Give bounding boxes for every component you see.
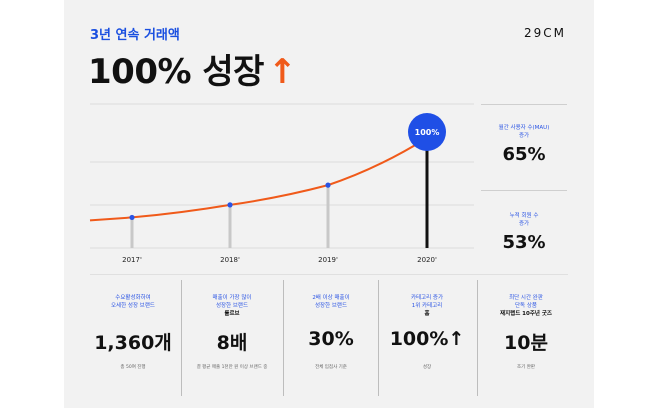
stat-value: 10분 — [504, 332, 548, 354]
stat-note: 전체 입점사 기준 — [315, 365, 347, 370]
data-point-0 — [129, 214, 135, 221]
x-tick-label: 2019' — [318, 256, 338, 264]
stat-label: 매출이 가장 많이 성장한 브랜드 룰르브 — [212, 295, 252, 317]
chart-points — [129, 182, 331, 221]
stat-note: 조기 완판 — [517, 365, 535, 370]
x-tick-label: 2017' — [122, 256, 142, 264]
page-title: 100% 성장 ↑ — [88, 44, 296, 93]
subtitle: 3년 연속 거래액 — [90, 28, 180, 43]
divider — [481, 190, 567, 191]
stat-label: 수요활성화하여 오세한 성장 브랜드 — [111, 295, 155, 309]
data-point-2 — [325, 182, 331, 188]
chart-poles — [130, 138, 429, 248]
divider — [283, 280, 284, 396]
stat-note: 총 50여 진행 — [120, 365, 146, 370]
stat-note: 성장 — [422, 365, 432, 370]
stat-value: 30% — [308, 328, 354, 350]
stat-label: 최단 시간 완판 단독 상품 재지랩드 10주년 굿즈 — [500, 295, 552, 317]
stat-value: 65% — [502, 144, 546, 165]
trend-line — [89, 137, 428, 222]
data-point-1 — [227, 202, 233, 208]
stat-value: 53% — [502, 232, 546, 253]
growth-chart: 2017' 2018' 2019' 2020' 100% — [89, 103, 474, 264]
brand-logo: 29CM — [523, 26, 566, 40]
divider — [481, 104, 567, 105]
infographic-card: 3년 연속 거래액 100% 성장 ↑ 29CM 2017' 2018' 2019' 2… — [64, 0, 594, 408]
up-arrow-icon: ↑ — [267, 52, 297, 92]
x-tick-label: 2018' — [220, 256, 240, 264]
chart-gridlines — [90, 103, 474, 249]
stat-value: 1,360개 — [94, 332, 172, 354]
side-stat-mau: 월간 사용자 수(MAU) 증가 65% — [481, 124, 567, 165]
stat-brands: 수요활성화하여 오세한 성장 브랜드 1,360개 총 50여 진행 — [92, 282, 174, 404]
divider — [181, 280, 182, 396]
stat-label: 카테고리 증가 1위 카테고리 홈 — [410, 295, 444, 317]
side-stat-members: 누적 회원 수 증가 53% — [481, 212, 567, 253]
x-axis-labels: 2017' 2018' 2019' 2020' — [122, 256, 437, 264]
stat-top-brand: 매출이 가장 많이 성장한 브랜드 룰르브 8배 결 평균 매출 1천만 원 이상 … — [191, 282, 273, 404]
stat-double-growth: 2배 이상 매출이 성장한 브랜드 30% 전체 입점사 기준 — [290, 282, 372, 404]
stat-label: 누적 회원 수 증가 — [509, 213, 539, 227]
stat-label: 2배 이상 매출이 성장한 브랜드 — [312, 295, 350, 309]
stat-sellout: 최단 시간 완판 단독 상품 재지랩드 10주년 굿즈 10분 조기 완판 — [482, 282, 570, 404]
title-main: 100% 성장 — [88, 52, 264, 92]
stat-category: 카테고리 증가 1위 카테고리 홈 100%↑ 성장 — [386, 282, 468, 404]
stat-label: 월간 사용자 수(MAU) 증가 — [498, 125, 550, 139]
x-tick-label: 2020' — [417, 256, 437, 264]
stat-note: 결 평균 매출 1천만 원 이상 브랜드 중 — [196, 365, 268, 370]
divider — [90, 274, 568, 275]
divider — [378, 280, 379, 396]
stat-value: 100%↑ — [389, 328, 465, 350]
peak-bubble-label: 100% — [415, 128, 440, 137]
divider — [477, 280, 478, 396]
stat-value: 8배 — [216, 332, 248, 354]
peak-bubble: 100% — [408, 113, 446, 151]
peak-bubble-circle — [408, 113, 446, 151]
